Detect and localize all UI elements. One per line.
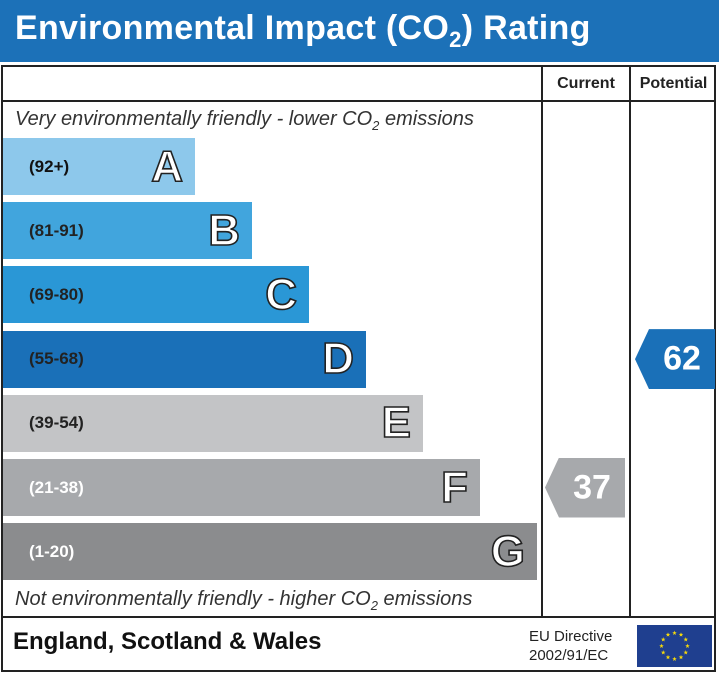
band-range-label: (55-68) <box>29 349 84 369</box>
band-range-label: (92+) <box>29 156 70 176</box>
eu-flag-star <box>665 632 671 637</box>
band-letter: D <box>321 334 354 384</box>
current-column-divider <box>541 65 543 617</box>
band-range-label: (21-38) <box>29 477 84 497</box>
eu-directive-label: EU Directive 2002/91/EC <box>529 628 613 664</box>
band-range-label: (69-80) <box>29 284 84 304</box>
band-letter: A <box>150 141 183 191</box>
country-label: England, Scotland & Wales <box>13 628 322 655</box>
band-e: (39-54) E <box>3 394 423 452</box>
band-range-label: (39-54) <box>29 413 84 433</box>
eu-flag-star <box>678 654 684 660</box>
band-a: (92+) A <box>3 138 195 195</box>
eu-flag-icon <box>637 625 712 667</box>
band-letter: F <box>440 462 468 512</box>
potential-rating-value: 62 <box>663 339 701 378</box>
eu-flag-star <box>660 650 666 655</box>
band-letter: G <box>490 526 526 576</box>
potential-column-header: Potential <box>639 75 708 92</box>
page-title: Environmental Impact (CO2) Rating <box>15 9 591 52</box>
bottom-note: Not environmentally friendly - higher CO… <box>15 588 473 613</box>
current-rating-value: 37 <box>573 468 611 506</box>
eu-flag-star <box>672 656 677 661</box>
eu-flag-star <box>685 643 690 648</box>
eu-flag-star <box>683 650 689 655</box>
footer-row-divider <box>1 616 716 618</box>
band-f: (21-38) F <box>3 459 480 516</box>
rating-table <box>1 65 716 672</box>
current-column-header: Current <box>557 75 615 92</box>
band-d: (55-68) D <box>3 330 366 388</box>
header-row-divider <box>1 100 716 102</box>
eu-flag-star <box>660 637 666 642</box>
eu-flag-star <box>672 630 677 635</box>
band-range-label: (1-20) <box>29 541 75 561</box>
eu-flag-star <box>678 632 684 637</box>
potential-rating-arrow: 62 <box>635 329 715 390</box>
band-letter: E <box>381 398 412 448</box>
band-letter: C <box>264 269 297 319</box>
header-bar: Environmental Impact (CO2) Rating <box>0 0 719 62</box>
top-note: Very environmentally friendly - lower CO… <box>15 108 474 133</box>
band-c: (69-80) C <box>3 266 309 324</box>
band-range-label: (81-91) <box>29 220 84 240</box>
eu-flag-star <box>659 643 664 648</box>
band-letter: B <box>207 205 240 255</box>
current-rating-arrow: 37 <box>545 457 625 518</box>
band-b: (81-91) B <box>3 202 252 260</box>
eu-flag-star <box>665 654 671 660</box>
potential-column-divider <box>629 65 631 617</box>
band-g: (1-20) G <box>3 523 537 581</box>
eu-flag-star <box>683 637 689 642</box>
